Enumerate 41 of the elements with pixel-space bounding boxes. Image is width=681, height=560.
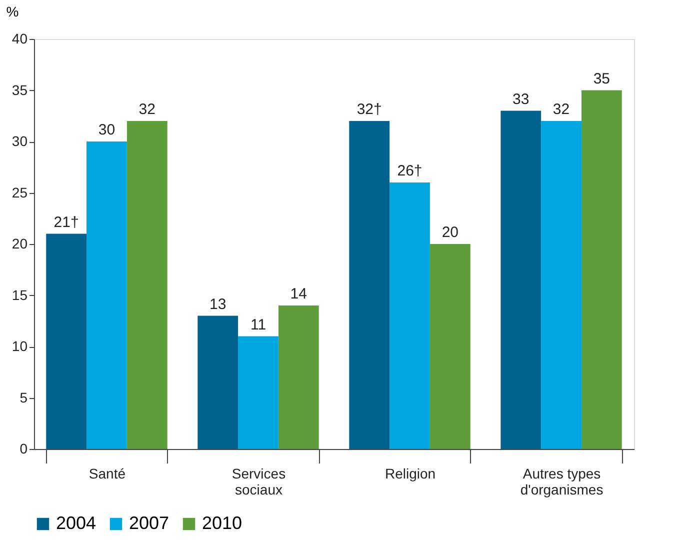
data-label: 20 [442, 224, 459, 241]
data-label: 32 [138, 101, 156, 118]
legend-label: 2010 [202, 513, 242, 533]
bar [430, 244, 470, 449]
data-label: 33 [512, 90, 530, 108]
bar [500, 110, 542, 449]
bar [198, 316, 238, 449]
y-tick-label: 20 [12, 236, 28, 252]
x-tick-label: Santé [88, 466, 126, 482]
data-label: 30 [98, 122, 116, 138]
y-tick-label: 40 [12, 30, 28, 46]
bar [126, 121, 168, 449]
bar [390, 182, 430, 449]
data-label: 26† [397, 162, 422, 180]
y-tick-label: 10 [12, 338, 28, 354]
data-label: 32† [356, 101, 382, 118]
data-label: 13 [209, 296, 226, 313]
y-tick-label: 25 [12, 184, 28, 200]
y-tick-label: 35 [12, 82, 28, 98]
data-label: 14 [290, 286, 307, 302]
y-tick-label: 0 [20, 440, 28, 456]
y-tick-label: 5 [20, 389, 28, 406]
y-tick-label: 30 [12, 133, 28, 149]
legend-label: 2007 [129, 513, 170, 533]
x-tick-label: Services sociaux [232, 466, 286, 498]
bar [46, 234, 87, 449]
bar [278, 306, 319, 449]
x-tick-label: Religion [384, 466, 436, 482]
legend-label: 2004 [56, 513, 96, 533]
y-axis-title: % [6, 4, 19, 20]
data-label: 21† [54, 214, 79, 231]
bar [581, 90, 622, 449]
bar [349, 121, 390, 449]
bar [86, 142, 127, 449]
data-label: 32 [552, 101, 570, 118]
data-label: 35 [593, 70, 610, 88]
bar [541, 121, 582, 449]
y-tick-label: 15 [12, 286, 28, 303]
bar [238, 336, 278, 449]
x-tick-label: Autres types d'organismes [520, 466, 604, 498]
data-label: 11 [250, 316, 266, 334]
